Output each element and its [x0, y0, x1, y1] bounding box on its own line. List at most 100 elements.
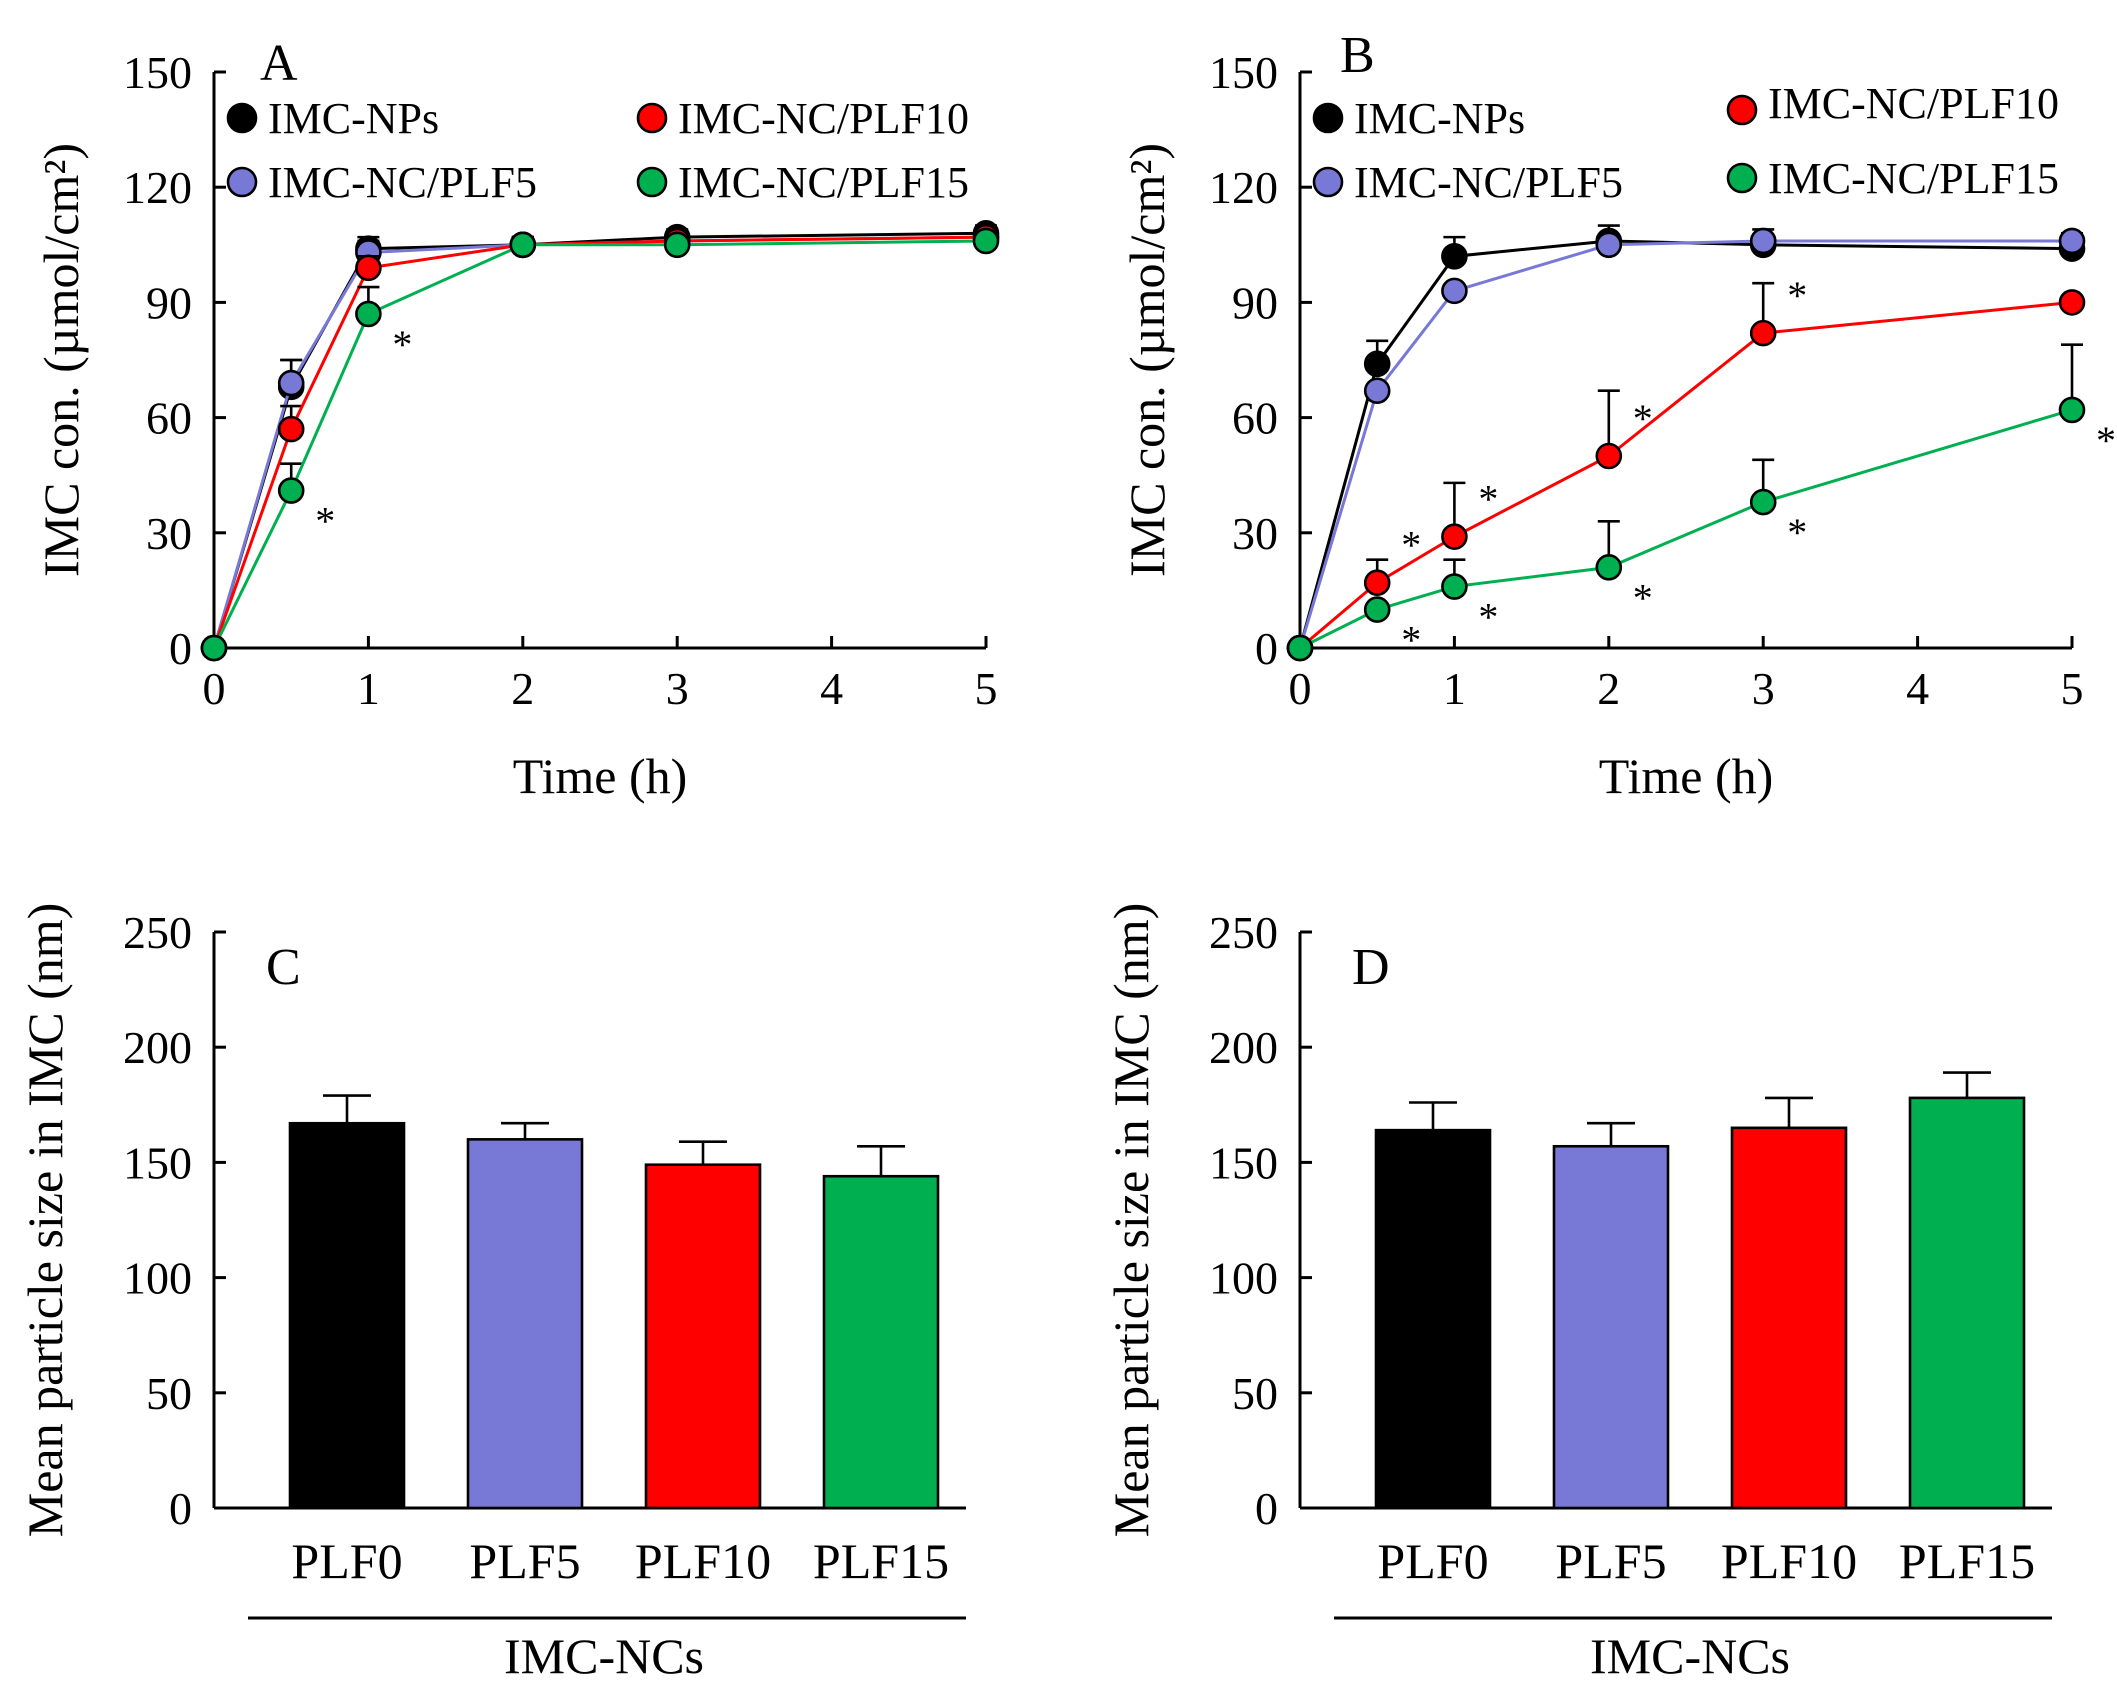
panel-b-x-axis: Time (h): [1300, 646, 2072, 804]
panel-a-x-axis-title: Time (h): [513, 748, 688, 804]
series-imc-nc-plf5: [200, 223, 1000, 662]
legend-marker-imc-nps: [1312, 102, 1344, 134]
legend-marker-imc-nc-plf5: [226, 166, 258, 198]
panel-a-ticks: 0 1 2 3 4 5 0 30 60 90 120 150: [123, 47, 998, 714]
legend-marker-imc-nps: [226, 102, 258, 134]
bar-plf0: PLF0: [1374, 1101, 1492, 1589]
data-point-imc-nc-plf15: [972, 227, 1000, 255]
data-point-imc-nc-plf15: [1441, 573, 1468, 600]
panel-b-x-tick-label: 1: [1443, 663, 1466, 714]
panel-c-y-axis-title: Mean particle size in IMC (nm): [17, 903, 73, 1538]
data-point-imc-nc-plf10: [1441, 523, 1468, 550]
panel-a-x-tick-label: 5: [975, 663, 998, 714]
panel-a-y-tick-label: 90: [146, 277, 192, 328]
panel-d-label: D: [1352, 939, 1390, 996]
panel-a-y-tick-label: 150: [123, 47, 192, 98]
data-point-imc-nc-plf5: [277, 369, 305, 397]
bar-plf15: PLF15: [813, 1144, 949, 1589]
legend-label-imc-nc-plf10: IMC-NC/PLF10: [678, 94, 969, 143]
bar-plf5: PLF5: [466, 1121, 584, 1589]
legend-marker-imc-nc-plf15: [636, 166, 668, 198]
data-point-imc-nps: [1441, 243, 1468, 270]
panel-c-y-tick-label: 0: [169, 1483, 192, 1534]
chart-panel-d: Mean particle size in IMC (nm) D 0 50 100 1…: [1103, 903, 2052, 1683]
series-imc-nc-plf15: * * * * *: [1286, 343, 2116, 663]
panel-d-y-tick-label: 250: [1209, 907, 1278, 958]
data-point-imc-nc-plf5: [1363, 377, 1391, 405]
data-point-imc-nc-plf15: [509, 231, 537, 259]
panel-c-y-tick-label: 250: [123, 907, 192, 958]
panel-d-y-tick-label: 50: [1232, 1368, 1278, 1419]
category-label: PLF0: [1377, 1533, 1488, 1589]
legend-item-imc-nc-plf10: IMC-NC/PLF10: [636, 94, 969, 143]
legend-marker-imc-nc-plf15: [1726, 162, 1758, 194]
bar-rect-plf0: [288, 1121, 406, 1510]
panel-c-y-axis: Mean particle size in IMC (nm): [17, 903, 216, 1538]
panel-b-y-tick-label: 60: [1232, 393, 1278, 444]
significance-marker: *: [2096, 418, 2116, 463]
bar-rect-plf10: [644, 1163, 762, 1510]
panel-b-label: B: [1340, 27, 1375, 84]
series-line-imc-nps: [1298, 239, 2073, 649]
panel-a-y-tick-label: 120: [123, 162, 192, 213]
series-imc-nc-plf15: **: [200, 227, 1000, 662]
legend-label-imc-nc-plf10: IMC-NC/PLF10: [1768, 79, 2059, 128]
panel-a-y-tick-label: 60: [146, 393, 192, 444]
panel-a-label: A: [260, 35, 298, 92]
panel-c-plot-area: PLF0 PLF5 PLF10 PLF15: [288, 1094, 949, 1589]
significance-marker: *: [1478, 595, 1498, 640]
panel-b-y-tick-label: 120: [1209, 162, 1278, 213]
panel-b-x-tick-label: 4: [1906, 663, 1929, 714]
data-point-imc-nc-plf15: [663, 231, 691, 259]
panel-d-ticks: 0 50 100 150 200 250: [1209, 907, 1312, 1534]
panel-d-y-axis: Mean particle size in IMC (nm): [1103, 903, 1302, 1538]
legend-item-imc-nc-plf15: IMC-NC/PLF15: [636, 158, 969, 207]
panel-c-group-label: IMC-NCs: [504, 1628, 704, 1683]
series-line-imc-nc-plf10: [212, 235, 987, 649]
significance-marker: *: [1633, 575, 1653, 620]
panel-d-y-axis-title: Mean particle size in IMC (nm): [1103, 903, 1159, 1538]
legend-label-imc-nc-plf5: IMC-NC/PLF5: [268, 158, 537, 207]
legend-item-imc-nc-plf15: IMC-NC/PLF15: [1726, 154, 2059, 203]
data-point-imc-nc-plf15: [355, 300, 382, 328]
panel-b-x-tick-label: 5: [2061, 663, 2084, 714]
data-point-imc-nps: [1363, 350, 1391, 378]
bar-rect-plf15: [822, 1174, 940, 1510]
panel-d-group-bracket: IMC-NCs: [1334, 1616, 2052, 1683]
panel-a-y-axis: IMC con. (µmol/cm²): [33, 72, 216, 648]
category-label: PLF5: [1555, 1533, 1666, 1589]
significance-marker: *: [1478, 477, 1498, 522]
legend-item-imc-nc-plf10: IMC-NC/PLF10: [1726, 79, 2059, 128]
legend-label-imc-nps: IMC-NPs: [1354, 94, 1525, 143]
chart-panel-c: Mean particle size in IMC (nm) C 0 50 100 1…: [17, 903, 966, 1683]
series-imc-nps: [200, 219, 1000, 662]
data-point-imc-nc-plf15: [1363, 596, 1391, 623]
legend-item-imc-nc-plf5: IMC-NC/PLF5: [226, 158, 537, 207]
panel-a-x-axis: Time (h): [214, 646, 986, 804]
series-line-imc-nc-plf5: [1298, 239, 2072, 649]
series-line-imc-nps: [212, 231, 987, 649]
panel-b-x-axis-title: Time (h): [1599, 748, 1774, 804]
significance-marker: *: [392, 322, 412, 367]
bar-rect-plf5: [466, 1138, 584, 1510]
panel-a-y-tick-label: 0: [169, 623, 192, 674]
chart-panel-b: Time (h) IMC con. (µmol/cm²) B 0 1 2 3 4 5 0 30…: [1119, 27, 2116, 804]
panel-d-y-tick-label: 100: [1209, 1253, 1278, 1304]
series-line-imc-nc-plf5: [212, 235, 987, 649]
series-line-imc-nc-plf10: [1299, 300, 2073, 650]
data-point-imc-nc-plf5: [1749, 227, 1777, 255]
panel-a-x-tick-label: 1: [357, 663, 380, 714]
panel-a-y-tick-label: 30: [146, 508, 192, 559]
bar-rect-plf5: [1552, 1144, 1670, 1510]
significance-marker: *: [315, 499, 335, 544]
panel-b-legend: IMC-NPs IMC-NC/PLF5 IMC-NC/PLF10 IMC-NC/…: [1312, 79, 2059, 207]
panel-a-x-tick-label: 0: [203, 663, 226, 714]
panel-b-x-tick-label: 0: [1289, 663, 1312, 714]
panel-b-y-axis-title: IMC con. (µmol/cm²): [1119, 143, 1175, 577]
panel-c-y-tick-label: 100: [123, 1253, 192, 1304]
panel-c-group-bracket: IMC-NCs: [248, 1616, 966, 1683]
panel-b-y-tick-label: 30: [1232, 508, 1278, 559]
data-point-imc-nc-plf5: [1595, 231, 1623, 259]
panel-b-plot-area: * * * * * * * * *: [1286, 224, 2116, 663]
category-label: PLF15: [1899, 1533, 2035, 1589]
